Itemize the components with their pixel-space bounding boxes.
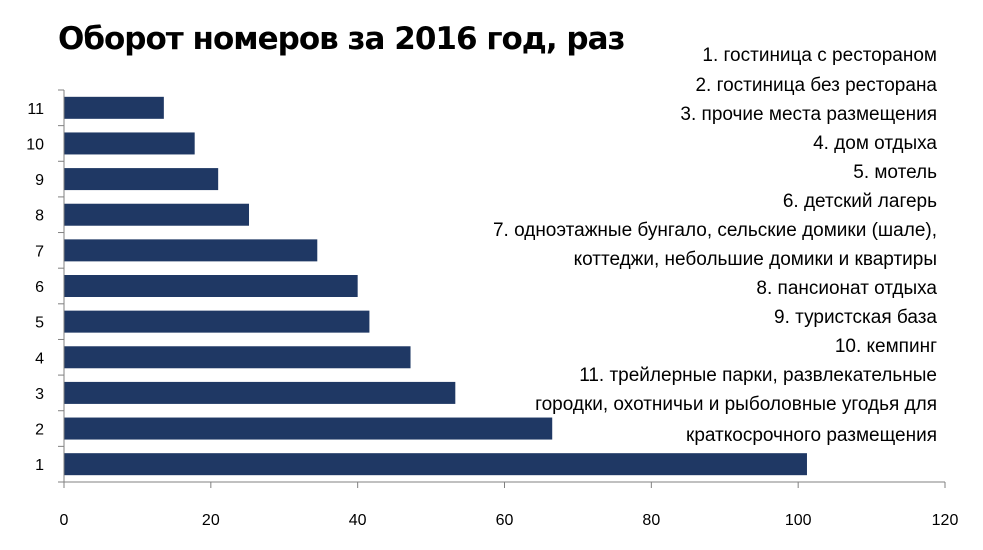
bar-10 [64, 132, 195, 155]
y-tick-label-1: 1 [35, 457, 44, 474]
axes [58, 89, 946, 488]
legend-entry: 8. пансионат отдыха [756, 278, 937, 299]
y-tick-label-4: 4 [35, 350, 44, 367]
legend-entry: 7. одноэтажные бунгало, сельские домики … [493, 220, 937, 241]
legend-entry: краткосрочного размещения [686, 425, 937, 446]
y-tick-label-11: 11 [27, 101, 44, 118]
bar-4 [64, 346, 411, 369]
y-tick-label-6: 6 [35, 279, 44, 296]
legend-entry: 10. кемпинг [835, 336, 937, 357]
legend-entry: 2. гостиница без ресторана [695, 75, 937, 96]
legend-entry: 4. дом отдыха [813, 133, 937, 154]
bar-7 [64, 239, 318, 262]
tick-labels: 1 2 3 4 5 6 7 8 9 10 11 0 20 40 60 80 100 120 [26, 101, 958, 529]
bar-2 [64, 417, 553, 440]
x-tick-label-100: 100 [785, 512, 812, 529]
legend-entry: 9. туристская база [774, 307, 937, 328]
y-tick-label-9: 9 [35, 172, 44, 189]
x-tick-label-0: 0 [60, 512, 69, 529]
legend-entry: коттеджи, небольшие домики и квартиры [574, 249, 937, 270]
y-tick-label-5: 5 [35, 315, 44, 332]
legend-entry: 5. мотель [853, 162, 937, 183]
x-tick-label-20: 20 [202, 512, 220, 529]
x-tick-label-40: 40 [349, 512, 367, 529]
bars [64, 96, 807, 476]
y-tick-label-3: 3 [35, 386, 44, 403]
bar-5 [64, 310, 370, 333]
legend: 1. гостиница с рестораном 2. гостиница бе… [493, 45, 937, 446]
y-tick-label-8: 8 [35, 208, 44, 225]
x-tick-label-60: 60 [496, 512, 514, 529]
bar-11 [64, 96, 164, 119]
bar-6 [64, 275, 358, 297]
bar-3 [64, 381, 456, 404]
x-tick-label-80: 80 [642, 512, 660, 529]
y-tick-label-7: 7 [35, 243, 44, 260]
y-tick-label-2: 2 [35, 422, 44, 439]
y-tick-label-10: 10 [26, 136, 44, 153]
bar-9 [64, 168, 219, 191]
chart-title: Оборот номеров за 2016 год, раз [58, 21, 625, 57]
bar-8 [64, 203, 250, 226]
legend-entry: 6. детский лагерь [783, 191, 937, 212]
legend-entry: 1. гостиница с рестораном [702, 45, 937, 66]
bar-1 [64, 453, 807, 476]
legend-entry: 3. прочие места размещения [680, 104, 937, 125]
legend-entry: городки, охотничьи и рыболовные угодья д… [535, 394, 937, 415]
legend-entry: 11. трейлерные парки, развлекательные [579, 365, 937, 386]
x-tick-label-120: 120 [932, 512, 959, 529]
